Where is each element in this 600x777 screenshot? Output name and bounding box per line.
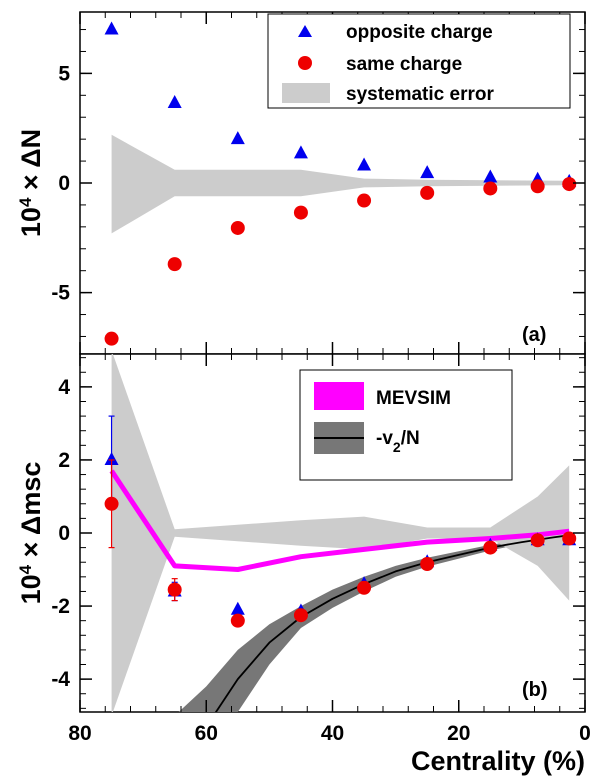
panel-a-ytick-label: -5: [51, 282, 70, 305]
panel-b-marks-layer: [104, 415, 577, 712]
panel-b-band-layer: [111, 354, 573, 712]
legend-systematic-error-swatch: [282, 83, 330, 103]
panel-a-point-same-charge: [293, 205, 308, 220]
panel-b-point-same-charge: [483, 540, 498, 555]
legend-v2n-label: -v2/N: [376, 428, 420, 455]
panel-b-point-same-charge: [230, 613, 245, 628]
panel-b-ytick-label: -2: [51, 595, 70, 618]
legend-v2n-label-sub: 2: [393, 439, 401, 455]
panel-a-point-opposite-charge: [357, 157, 372, 171]
panel-a-axes-layer: -5 0 5: [51, 12, 586, 354]
panel-a-point-same-charge: [230, 220, 245, 235]
panel-a-legend: opposite charge same charge systematic e…: [267, 13, 571, 109]
panel-b-point-opposite-charge: [230, 601, 245, 615]
legend-opposite-charge-marker: [298, 25, 312, 37]
legend-v2n-label-rest: /N: [401, 428, 420, 449]
panel-b-point-same-charge: [104, 496, 119, 511]
panel-a-ylabel: 104 × ΔN: [16, 129, 47, 237]
panel-a-tag: (a): [522, 324, 546, 346]
panel-a-point-opposite-charge: [104, 21, 119, 35]
panel-b-ylabel-rest: × Δmsc: [16, 462, 46, 565]
panel-b-axes-layer: -4 -2 0 2 4 80 60 40 20 0: [51, 354, 591, 745]
panel-a-point-opposite-charge: [167, 94, 182, 108]
panel-a-point-opposite-charge: [420, 165, 435, 179]
legend-systematic-error-label: systematic error: [346, 84, 494, 105]
panel-b-point-opposite-charge: [104, 451, 119, 465]
panel-a-ylabel-exp: 4: [16, 197, 35, 207]
panel-b-point-same-charge: [562, 531, 577, 546]
panel-a-ytick-label: 5: [58, 62, 70, 85]
legend-mevsim-label: MEVSIM: [376, 388, 451, 409]
legend-opposite-charge-label: opposite charge: [346, 22, 493, 43]
panel-b-line-v2n: [214, 533, 573, 712]
panel-a: -5 0 5 (a) 104 × ΔN opposite charge same c…: [16, 11, 586, 355]
panel-b-ytick-label: 2: [58, 449, 70, 472]
panel-a-point-same-charge: [530, 179, 545, 194]
panel-b-band-0: [178, 534, 573, 712]
legend-same-charge-marker: [298, 56, 312, 70]
panel-b-ylabel-exp: 4: [16, 564, 35, 574]
panel-b-ytick-label: 0: [58, 522, 70, 545]
panel-b-xtick-label: 60: [195, 722, 218, 745]
panel-a-point-opposite-charge: [293, 145, 308, 159]
panel-b-xlabel: Centrality (%): [411, 746, 585, 776]
legend-same-charge-label: same charge: [346, 54, 462, 75]
panel-b-tag: (b): [522, 679, 548, 701]
panel-b-band-1: [111, 354, 570, 712]
panel-b-line-mevsim: [109, 469, 570, 572]
panel-a-band-0: [111, 134, 570, 234]
panel-a-ytick-label: 0: [58, 172, 70, 195]
panel-a-marks-layer: [104, 21, 577, 346]
panel-b-point-same-charge: [357, 580, 372, 595]
panel-b-ylabel: 104 × Δmsc: [16, 462, 47, 605]
legend-v2n-label-base: -v: [376, 428, 393, 449]
panel-a-point-same-charge: [167, 257, 182, 272]
panel-a-ylabel-rest: × ΔN: [16, 129, 46, 198]
panel-b-point-same-charge: [167, 582, 182, 597]
panel-a-point-same-charge: [104, 331, 119, 346]
panel-a-point-opposite-charge: [230, 131, 245, 145]
legend-mevsim-swatch: [314, 382, 364, 410]
panel-a-ylabel-base: 10: [16, 207, 46, 237]
panel-a-point-same-charge: [420, 185, 435, 200]
panel-b-ytick-label: 4: [58, 376, 70, 399]
panel-b-point-same-charge: [530, 533, 545, 548]
panel-a-point-same-charge: [483, 181, 498, 196]
panel-b-xtick-label: 20: [447, 722, 470, 745]
panel-b-point-same-charge: [293, 608, 308, 623]
panel-b-ytick-label: -4: [51, 668, 70, 691]
panel-b-xtick-label: 0: [579, 722, 591, 745]
panel-b-xtick-label: 40: [321, 722, 344, 745]
panel-b-point-same-charge: [420, 557, 435, 572]
panel-a-band-layer: [111, 134, 570, 234]
panel-a-point-same-charge: [562, 177, 577, 192]
panel-a-point-same-charge: [357, 193, 372, 208]
panel-b-xtick-label: 80: [68, 722, 91, 745]
panel-b-ylabel-base: 10: [16, 574, 46, 604]
panel-b-legend: MEVSIM -v2/N: [299, 369, 513, 481]
panel-a-point-opposite-charge: [483, 169, 498, 183]
